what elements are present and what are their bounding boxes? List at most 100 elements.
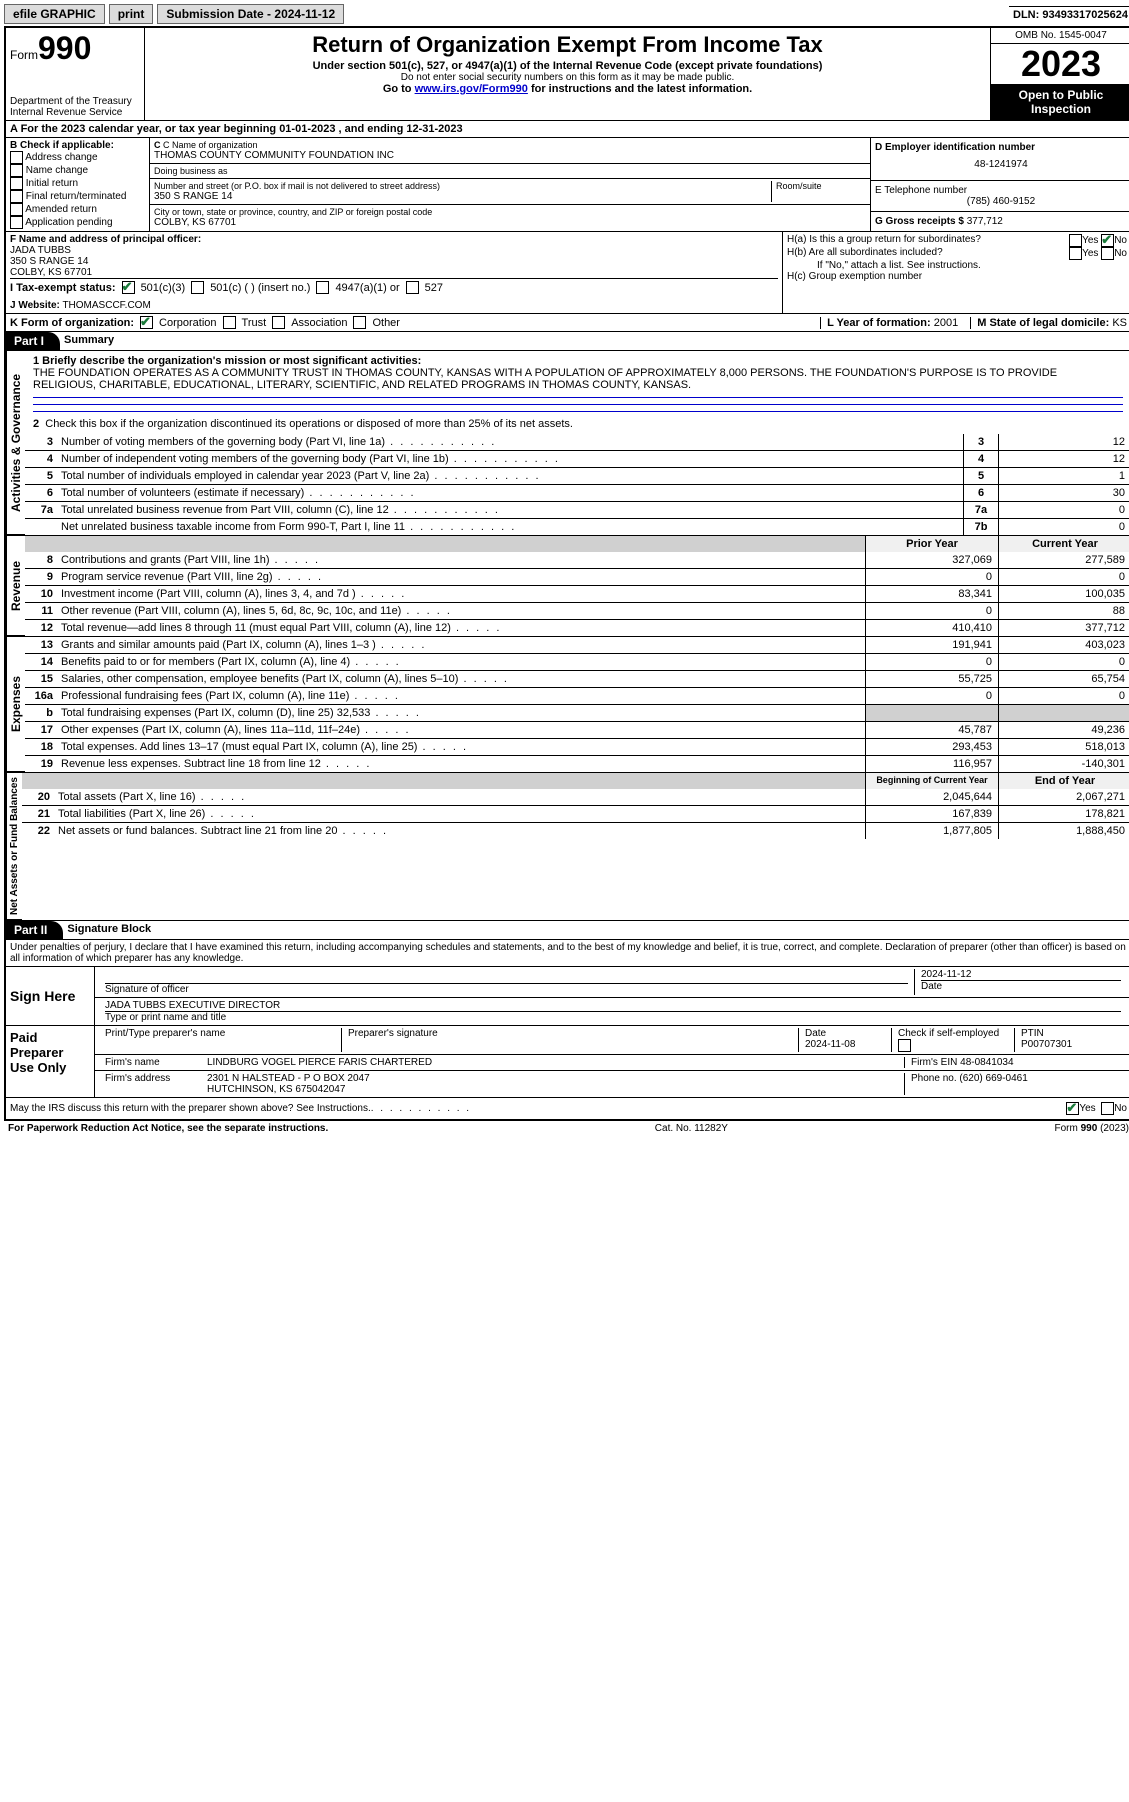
vlabel-exp: Expenses xyxy=(6,637,25,772)
ha-no-lbl: No xyxy=(1114,235,1127,246)
m-label: M State of legal domicile: xyxy=(977,317,1109,329)
discuss-no-lbl: No xyxy=(1114,1103,1127,1114)
summary-row: 10Investment income (Part VIII, column (… xyxy=(25,585,1129,602)
vlabel-gov: Activities & Governance xyxy=(6,351,25,535)
b-opt-5[interactable]: Application pending xyxy=(10,216,145,229)
part2-title: Signature Block xyxy=(63,921,155,939)
q2-row: 2 Check this box if the organization dis… xyxy=(33,418,1123,430)
officer-addr2: COLBY, KS 67701 xyxy=(10,267,778,278)
hb-yes-lbl: Yes xyxy=(1082,248,1098,259)
b-opt-3[interactable]: Final return/terminated xyxy=(10,190,145,203)
ha-no[interactable] xyxy=(1101,234,1114,247)
city-value: COLBY, KS 67701 xyxy=(154,217,866,228)
firm-phone: (620) 669-0461 xyxy=(959,1073,1027,1084)
phone-label: E Telephone number xyxy=(875,185,1127,196)
m-val: KS xyxy=(1112,317,1127,329)
prep-name-lbl: Print/Type preparer's name xyxy=(105,1028,335,1039)
k-trust[interactable] xyxy=(223,316,236,329)
summary-row: 20Total assets (Part X, line 16)2,045,64… xyxy=(22,789,1129,805)
firm-ein: 48-0841034 xyxy=(960,1057,1013,1068)
summary-row: 11Other revenue (Part VIII, column (A), … xyxy=(25,602,1129,619)
b-opt-2[interactable]: Initial return xyxy=(10,177,145,190)
b-opt-0[interactable]: Address change xyxy=(10,151,145,164)
dba-cell: Doing business as xyxy=(150,164,870,179)
open-public: Open to Public Inspection xyxy=(991,84,1129,120)
summary-row: 13Grants and similar amounts paid (Part … xyxy=(25,637,1129,653)
k-o3: Association xyxy=(291,317,347,329)
prior-year-hdr: Prior Year xyxy=(865,536,998,552)
b-opt-2-label: Initial return xyxy=(26,178,78,189)
submission-label: Submission Date - xyxy=(166,7,271,21)
hb-note: If "No," attach a list. See instructions… xyxy=(787,260,1127,271)
discuss-no[interactable] xyxy=(1101,1102,1114,1115)
gross-cell: G Gross receipts $ 377,712 xyxy=(871,212,1129,231)
submission-button: Submission Date - 2024-11-12 xyxy=(157,4,344,24)
footer-left: For Paperwork Reduction Act Notice, see … xyxy=(8,1123,328,1134)
hb-no[interactable] xyxy=(1101,247,1114,260)
discuss-yes[interactable] xyxy=(1066,1102,1079,1115)
room-label: Room/suite xyxy=(776,181,866,191)
discuss-yes-lbl: Yes xyxy=(1079,1103,1095,1114)
l-val: 2001 xyxy=(934,317,958,329)
b-opt-4[interactable]: Amended return xyxy=(10,203,145,216)
print-button[interactable]: print xyxy=(109,4,154,24)
city-label: City or town, state or province, country… xyxy=(154,207,866,217)
rev-body: Prior Year Current Year 8Contributions a… xyxy=(25,536,1129,636)
hb-yes[interactable] xyxy=(1069,247,1082,260)
k-corp[interactable] xyxy=(140,316,153,329)
form-number: Form990 xyxy=(10,30,140,67)
form-num: 990 xyxy=(38,30,91,66)
dept-treasury: Department of the Treasury Internal Reve… xyxy=(10,96,132,118)
l-label: L Year of formation: xyxy=(827,317,931,329)
summary-row: bTotal fundraising expenses (Part IX, co… xyxy=(25,704,1129,721)
col-b-checkboxes: B Check if applicable: Address change Na… xyxy=(6,138,150,231)
officer-addr1: 350 S RANGE 14 xyxy=(10,256,778,267)
website-value: THOMASCCF.COM xyxy=(62,300,150,311)
header-right: OMB No. 1545-0047 2023 Open to Public In… xyxy=(990,28,1129,120)
self-emp-check[interactable]: Check if self-employed xyxy=(898,1028,999,1051)
sig-date: 2024-11-12 xyxy=(921,969,1121,981)
sig-date-label: Date xyxy=(921,981,1121,992)
b-opt-4-label: Amended return xyxy=(25,204,97,215)
col-h-group: H(a) Is this a group return for subordin… xyxy=(783,232,1129,313)
summary-row: 4Number of independent voting members of… xyxy=(25,450,1129,467)
q2-text: Check this box if the organization disco… xyxy=(45,418,573,430)
city-cell: City or town, state or province, country… xyxy=(150,205,870,230)
part1-body: Activities & Governance 1 Briefly descri… xyxy=(6,351,1129,536)
part1-title: Summary xyxy=(60,332,118,350)
efile-button[interactable]: efile GRAPHIC xyxy=(4,4,105,24)
hc-label: H(c) Group exemption number xyxy=(787,271,1127,282)
cb-527[interactable] xyxy=(406,281,419,294)
org-name-cell: C C Name of organization THOMAS COUNTY C… xyxy=(150,138,870,164)
net-section: Net Assets or Fund Balances Beginning of… xyxy=(6,773,1129,921)
part1-hdr: Part I xyxy=(6,332,60,350)
phone-value: (785) 460-9152 xyxy=(875,196,1127,207)
org-name: THOMAS COUNTY COMMUNITY FOUNDATION INC xyxy=(154,150,866,161)
cb-501c[interactable] xyxy=(191,281,204,294)
vlabel-net: Net Assets or Fund Balances xyxy=(6,773,22,920)
form-word: Form xyxy=(10,48,38,62)
irs-link[interactable]: www.irs.gov/Form990 xyxy=(415,83,528,95)
k-other[interactable] xyxy=(353,316,366,329)
ein-value: 48-1241974 xyxy=(875,153,1127,176)
cb-4947[interactable] xyxy=(316,281,329,294)
rev-section: Revenue Prior Year Current Year 8Contrib… xyxy=(6,536,1129,637)
summary-row: 22Net assets or fund balances. Subtract … xyxy=(22,822,1129,839)
paid-preparer-label: Paid Preparer Use Only xyxy=(6,1026,95,1097)
b-opt-1[interactable]: Name change xyxy=(10,164,145,177)
b-opt-5-label: Application pending xyxy=(25,217,112,228)
gross-label: G Gross receipts $ xyxy=(875,216,964,227)
ha-yes[interactable] xyxy=(1069,234,1082,247)
subtitle-2: Do not enter social security numbers on … xyxy=(149,72,986,83)
rev-hdr: Prior Year Current Year xyxy=(25,536,1129,552)
summary-row: 19Revenue less expenses. Subtract line 1… xyxy=(25,755,1129,772)
summary-row: 3Number of voting members of the governi… xyxy=(25,434,1129,450)
officer-name: JADA TUBBS xyxy=(10,245,778,256)
prep-sig-lbl: Preparer's signature xyxy=(348,1028,792,1039)
addr-label: Number and street (or P.O. box if mail i… xyxy=(154,181,771,191)
k-assoc[interactable] xyxy=(272,316,285,329)
k-o1: Corporation xyxy=(159,317,216,329)
hb-label: H(b) Are all subordinates included? xyxy=(787,247,943,260)
cb-501c3[interactable] xyxy=(122,281,135,294)
dept-label: Department of the Treasury xyxy=(10,96,132,107)
